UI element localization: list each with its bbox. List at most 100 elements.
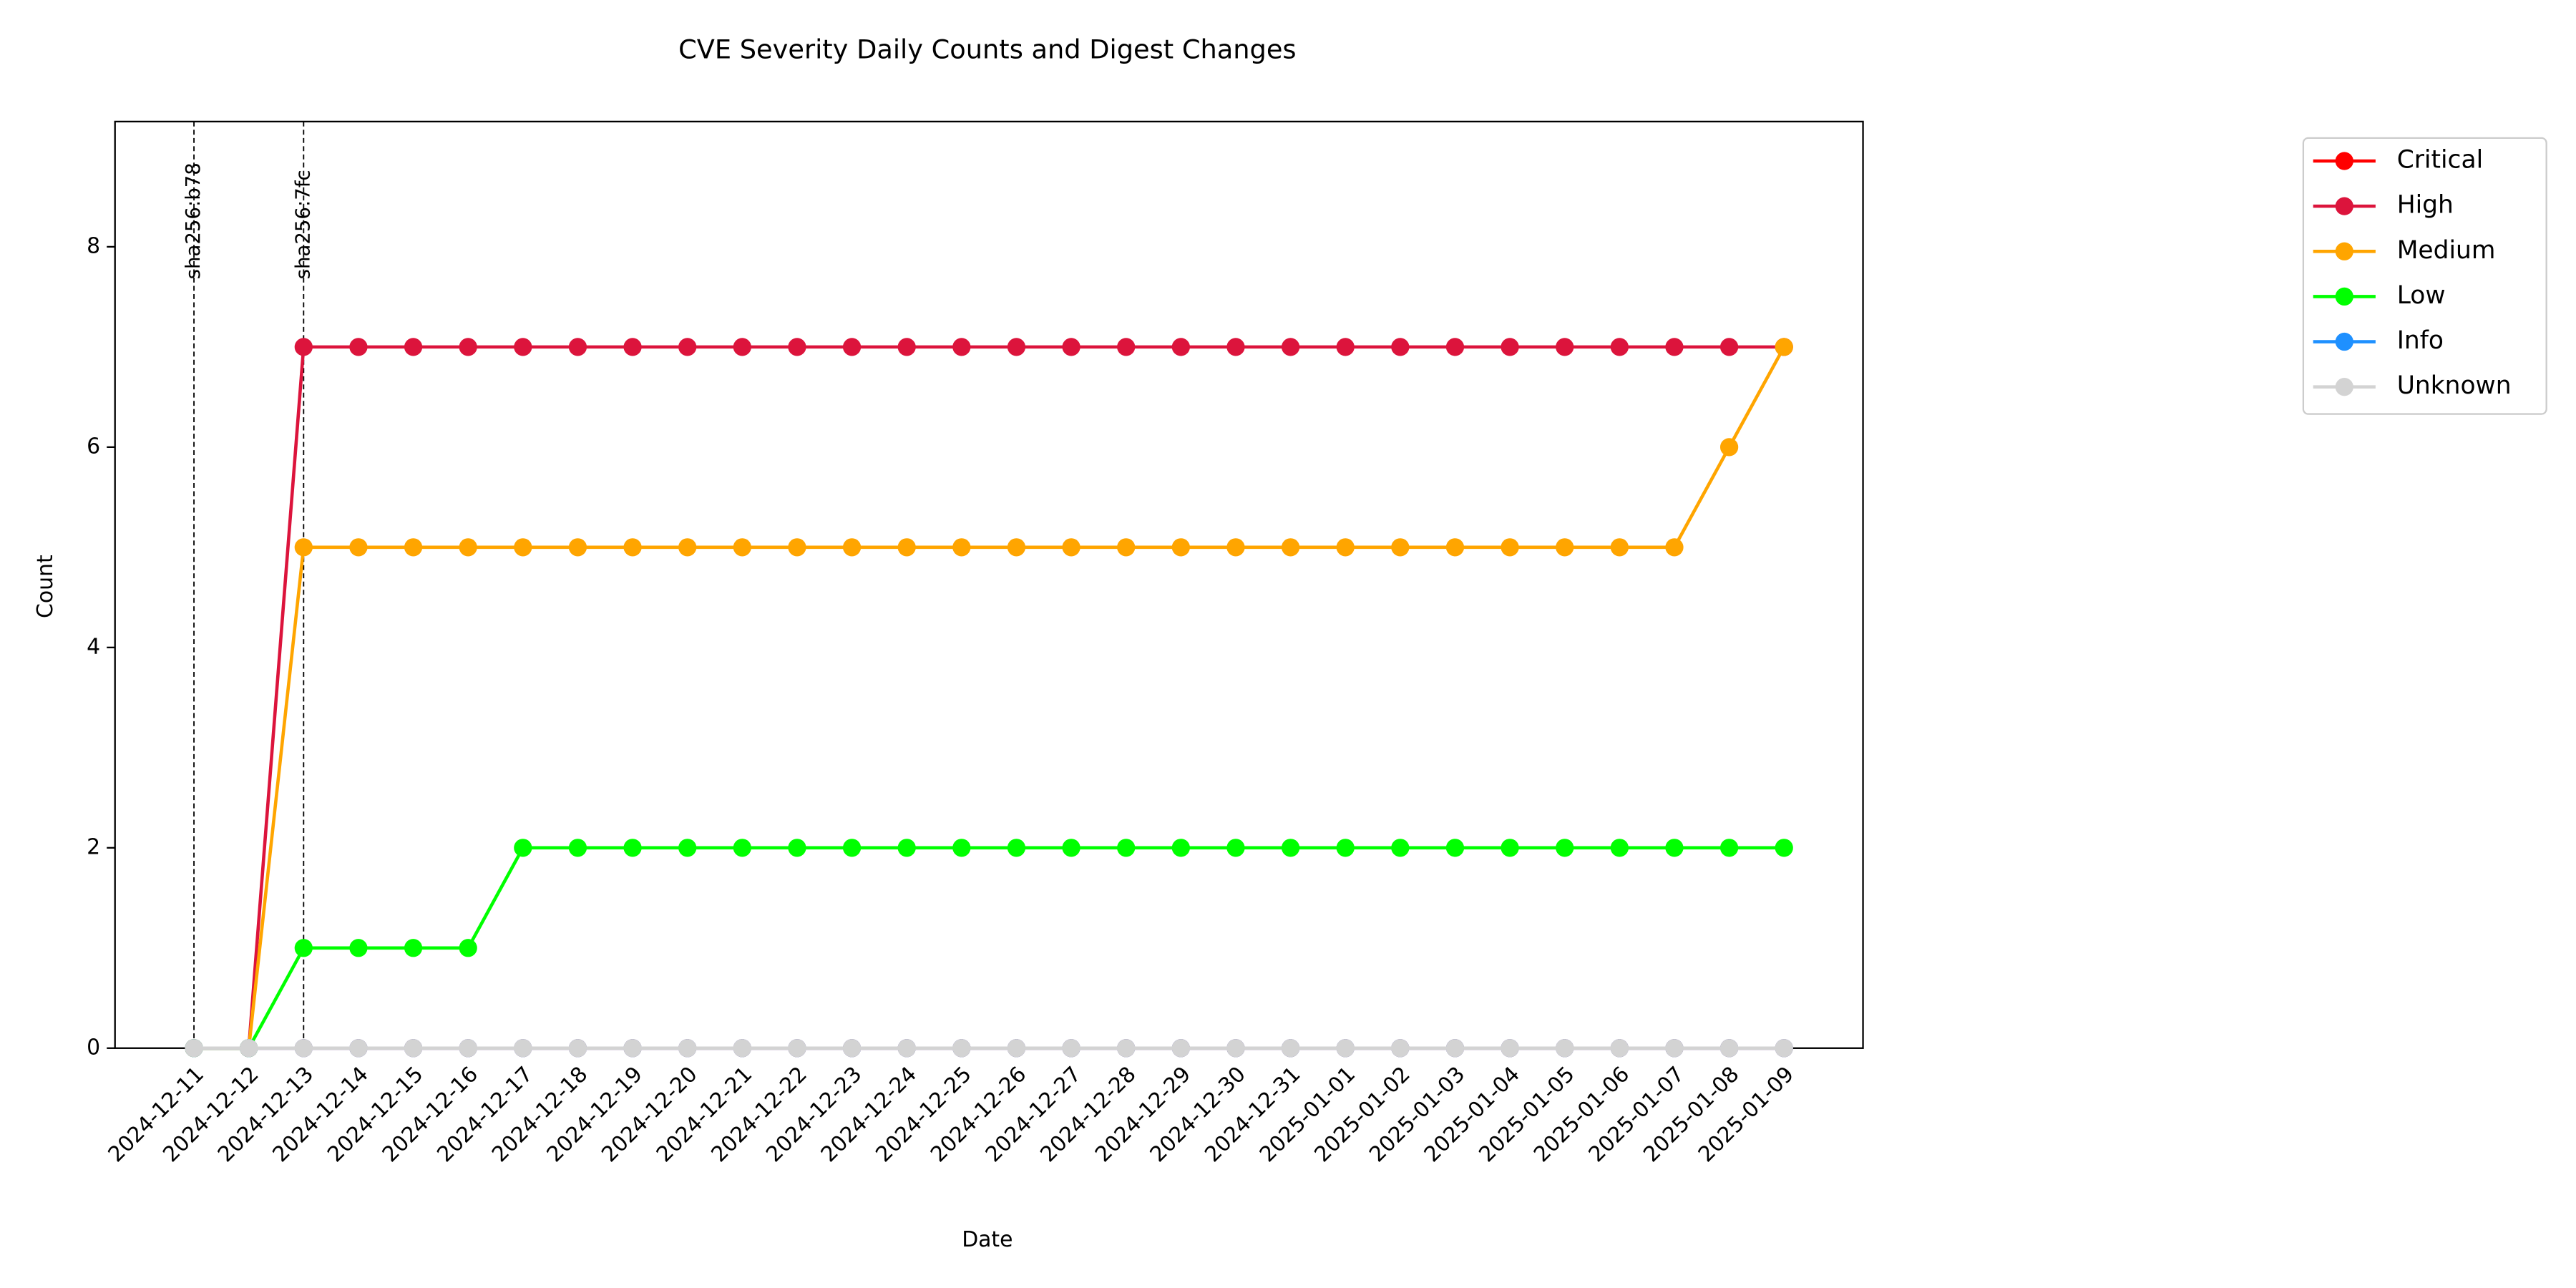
data-point <box>294 1039 313 1058</box>
legend-label: Low <box>2397 281 2446 310</box>
data-point <box>1719 839 1739 857</box>
data-point <box>1171 538 1190 557</box>
data-point <box>404 939 423 957</box>
data-point <box>897 338 916 356</box>
data-point <box>1336 1039 1355 1058</box>
data-point <box>1775 1039 1793 1058</box>
data-point <box>1391 839 1410 857</box>
data-point <box>294 939 313 957</box>
data-point <box>1281 338 1300 356</box>
data-point <box>842 1039 862 1058</box>
data-point <box>678 338 697 356</box>
data-point <box>788 1039 806 1058</box>
data-point <box>1665 839 1684 857</box>
data-point <box>568 538 587 557</box>
data-point <box>952 538 971 557</box>
series-line <box>194 345 1785 1050</box>
legend-marker <box>2335 152 2353 170</box>
legend-label: High <box>2397 191 2454 220</box>
data-point <box>185 1039 203 1058</box>
legend-label: Info <box>2397 326 2444 355</box>
data-point <box>623 538 642 557</box>
legend-label: Critical <box>2397 146 2483 175</box>
series-line <box>194 346 1786 1050</box>
data-point <box>349 1039 368 1058</box>
data-point <box>952 338 971 356</box>
data-point <box>897 538 916 557</box>
data-point <box>1665 1039 1684 1058</box>
data-point <box>568 1039 587 1058</box>
data-point <box>842 538 862 557</box>
data-point <box>678 839 697 857</box>
y-tick-label: 8 <box>87 233 100 258</box>
data-point <box>459 1039 477 1058</box>
data-point <box>459 338 477 356</box>
data-point <box>788 538 806 557</box>
data-point <box>1775 839 1793 857</box>
data-point <box>1391 1039 1410 1058</box>
data-point <box>1336 338 1355 356</box>
data-point <box>1062 538 1080 557</box>
data-point <box>1719 338 1739 356</box>
data-point <box>514 839 532 857</box>
data-point <box>349 939 368 957</box>
data-point <box>1336 538 1355 557</box>
data-point <box>1281 839 1300 857</box>
data-point <box>1007 1039 1026 1058</box>
data-point <box>1556 839 1574 857</box>
data-point <box>514 1039 532 1058</box>
data-point <box>1775 338 1793 356</box>
data-point <box>1007 538 1026 557</box>
data-point <box>1501 1039 1519 1058</box>
data-point <box>514 338 532 356</box>
plot-frame <box>114 120 1864 1049</box>
data-point <box>623 839 642 857</box>
data-point <box>294 538 313 557</box>
data-point <box>678 1039 697 1058</box>
legend-marker <box>2335 197 2353 215</box>
data-point <box>1445 1039 1465 1058</box>
legend-marker <box>2335 378 2353 396</box>
data-point <box>459 939 477 957</box>
data-point <box>1610 338 1629 356</box>
digest-change-label: sha256:b78 <box>182 162 205 279</box>
legend-label: Medium <box>2397 236 2496 265</box>
data-point <box>1391 338 1410 356</box>
data-point <box>1610 1039 1629 1058</box>
data-point <box>1117 338 1136 356</box>
data-point <box>1226 839 1245 857</box>
data-point <box>1719 438 1739 457</box>
y-tick-label: 0 <box>87 1035 100 1060</box>
data-point <box>952 839 971 857</box>
y-tick-label: 4 <box>87 634 100 659</box>
data-point <box>1062 338 1080 356</box>
data-point <box>623 1039 642 1058</box>
data-point <box>514 538 532 557</box>
data-point <box>1556 338 1574 356</box>
legend-label: Unknown <box>2397 371 2512 400</box>
series-line <box>194 846 1785 1050</box>
data-point <box>1007 338 1026 356</box>
data-point <box>568 338 587 356</box>
data-point <box>897 1039 916 1058</box>
x-axis-label: Date <box>962 1227 1013 1252</box>
data-point <box>459 538 477 557</box>
data-point <box>733 538 751 557</box>
data-point <box>240 1039 258 1058</box>
data-point <box>1171 839 1190 857</box>
data-point <box>842 839 862 857</box>
data-point <box>404 538 423 557</box>
data-point <box>1062 839 1080 857</box>
chart-title: CVE Severity Daily Counts and Digest Cha… <box>678 34 1296 65</box>
data-point <box>623 338 642 356</box>
data-point <box>1445 538 1465 557</box>
data-point <box>1445 839 1465 857</box>
data-point <box>1117 1039 1136 1058</box>
data-point <box>568 839 587 857</box>
data-point <box>842 338 862 356</box>
data-point <box>1556 538 1574 557</box>
data-point <box>1336 839 1355 857</box>
legend-marker <box>2335 242 2353 260</box>
data-point <box>733 338 751 356</box>
